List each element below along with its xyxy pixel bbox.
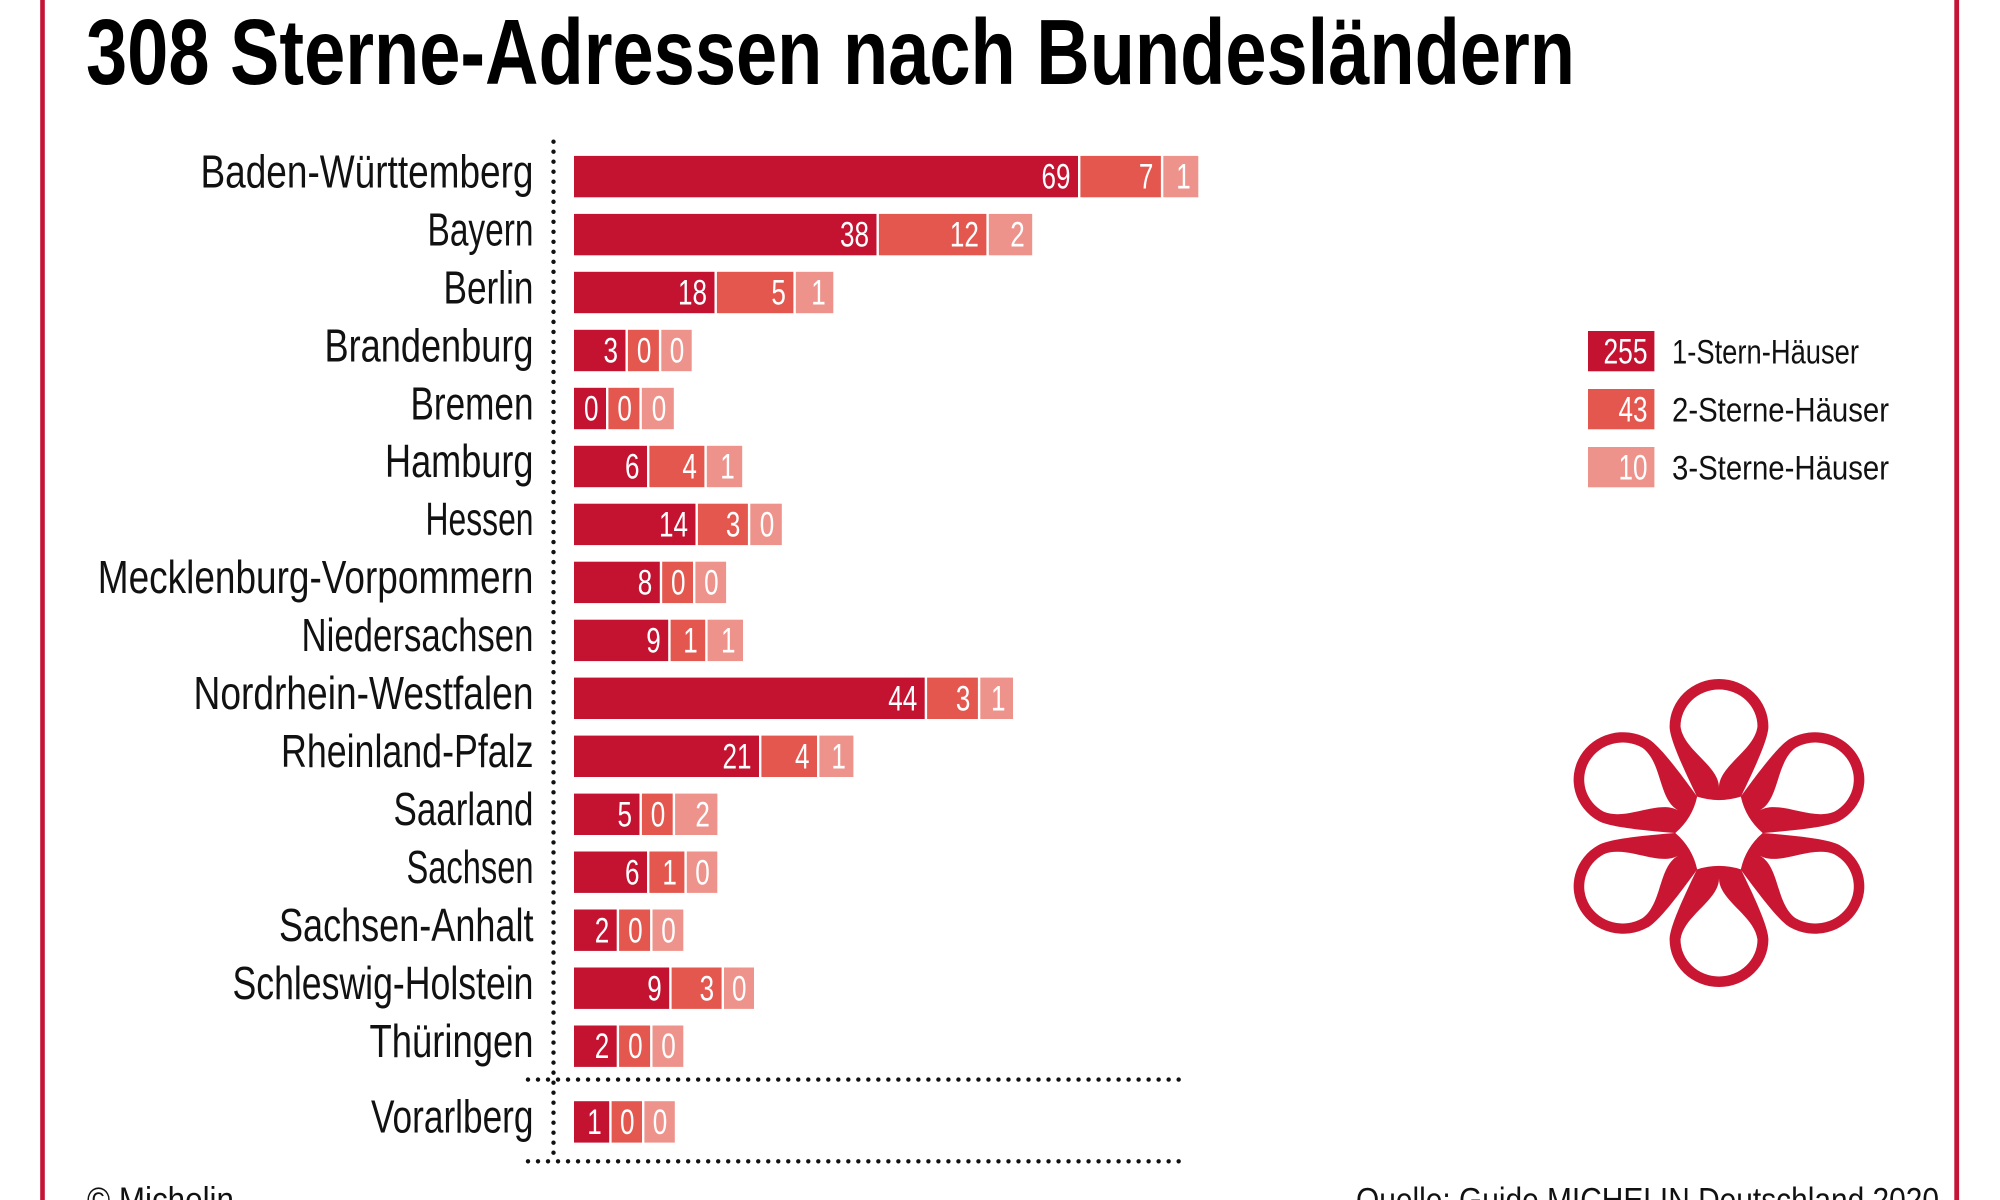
svg-text:9: 9 (647, 969, 662, 1008)
svg-text:6: 6 (625, 448, 640, 487)
svg-text:6: 6 (625, 853, 640, 892)
svg-text:44: 44 (888, 679, 917, 718)
svg-text:69: 69 (1042, 158, 1071, 197)
svg-text:308 Sterne-Adressen nach Bunde: 308 Sterne-Adressen nach Bundesländern (86, 0, 1575, 104)
svg-text:Mecklenburg-Vorpommern: Mecklenburg-Vorpommern (98, 551, 534, 603)
svg-text:2: 2 (695, 795, 710, 834)
svg-text:Rheinland-Pfalz: Rheinland-Pfalz (281, 725, 534, 777)
svg-text:3: 3 (726, 506, 741, 545)
svg-text:Niedersachsen: Niedersachsen (302, 609, 534, 661)
svg-text:38: 38 (840, 216, 869, 255)
svg-text:Quelle: Guide MICHELIN Deutsch: Quelle: Guide MICHELIN Deutschland 2020 (1356, 1182, 1939, 1200)
svg-text:1: 1 (811, 274, 826, 313)
svg-text:© Michelin: © Michelin (87, 1181, 234, 1200)
svg-text:0: 0 (652, 390, 667, 429)
svg-text:1: 1 (831, 737, 846, 776)
svg-text:3: 3 (604, 332, 619, 371)
svg-text:1: 1 (720, 448, 735, 487)
svg-text:2: 2 (595, 911, 610, 950)
svg-text:8: 8 (638, 564, 653, 603)
svg-text:0: 0 (670, 332, 685, 371)
svg-text:Schleswig-Holstein: Schleswig-Holstein (233, 957, 534, 1009)
svg-text:Baden-Württemberg: Baden-Württemberg (201, 145, 534, 197)
svg-text:Saarland: Saarland (394, 783, 534, 835)
svg-text:5: 5 (618, 795, 633, 834)
svg-text:7: 7 (1139, 158, 1154, 197)
svg-text:Nordrhein-Westfalen: Nordrhein-Westfalen (194, 667, 534, 719)
svg-text:Sachsen: Sachsen (407, 841, 534, 893)
svg-text:3: 3 (956, 679, 971, 718)
svg-text:0: 0 (732, 969, 747, 1008)
svg-text:1-Stern-Häuser: 1-Stern-Häuser (1672, 333, 1859, 371)
svg-text:255: 255 (1604, 332, 1648, 371)
svg-text:0: 0 (628, 911, 643, 950)
svg-text:3-Sterne-Häuser: 3-Sterne-Häuser (1672, 449, 1889, 487)
svg-text:0: 0 (617, 390, 632, 429)
svg-text:Bremen: Bremen (411, 377, 534, 429)
svg-text:Brandenburg: Brandenburg (325, 319, 534, 371)
svg-text:14: 14 (659, 506, 688, 545)
svg-text:4: 4 (795, 737, 810, 776)
svg-text:0: 0 (704, 564, 719, 603)
svg-text:Sachsen-Anhalt: Sachsen-Anhalt (279, 899, 534, 951)
svg-text:0: 0 (661, 1027, 676, 1066)
svg-text:21: 21 (723, 737, 752, 776)
svg-text:0: 0 (637, 332, 652, 371)
svg-text:0: 0 (651, 795, 666, 834)
svg-text:2-Sterne-Häuser: 2-Sterne-Häuser (1672, 391, 1889, 429)
svg-text:2: 2 (595, 1027, 610, 1066)
svg-text:0: 0 (620, 1103, 635, 1142)
svg-text:43: 43 (1619, 390, 1648, 429)
svg-text:0: 0 (661, 911, 676, 950)
svg-text:Hessen: Hessen (426, 493, 534, 545)
svg-text:2: 2 (1010, 216, 1025, 255)
svg-text:0: 0 (671, 564, 686, 603)
svg-text:1: 1 (721, 622, 736, 661)
svg-text:Hamburg: Hamburg (385, 435, 534, 487)
svg-text:9: 9 (646, 622, 661, 661)
svg-text:4: 4 (682, 448, 697, 487)
svg-text:5: 5 (771, 274, 786, 313)
svg-text:0: 0 (653, 1103, 668, 1142)
svg-text:12: 12 (950, 216, 979, 255)
svg-text:0: 0 (695, 853, 710, 892)
svg-text:18: 18 (678, 274, 707, 313)
svg-text:3: 3 (700, 969, 715, 1008)
svg-text:1: 1 (662, 853, 677, 892)
svg-text:Berlin: Berlin (444, 261, 534, 313)
svg-text:1: 1 (683, 622, 698, 661)
svg-text:10: 10 (1619, 448, 1648, 487)
svg-text:1: 1 (1176, 158, 1191, 197)
svg-text:Bayern: Bayern (428, 203, 534, 255)
svg-text:1: 1 (991, 679, 1006, 718)
svg-text:Thüringen: Thüringen (370, 1015, 534, 1067)
svg-text:1: 1 (587, 1103, 602, 1142)
svg-text:0: 0 (584, 390, 599, 429)
svg-text:Vorarlberg: Vorarlberg (371, 1091, 534, 1143)
svg-text:0: 0 (760, 506, 775, 545)
svg-text:0: 0 (628, 1027, 643, 1066)
